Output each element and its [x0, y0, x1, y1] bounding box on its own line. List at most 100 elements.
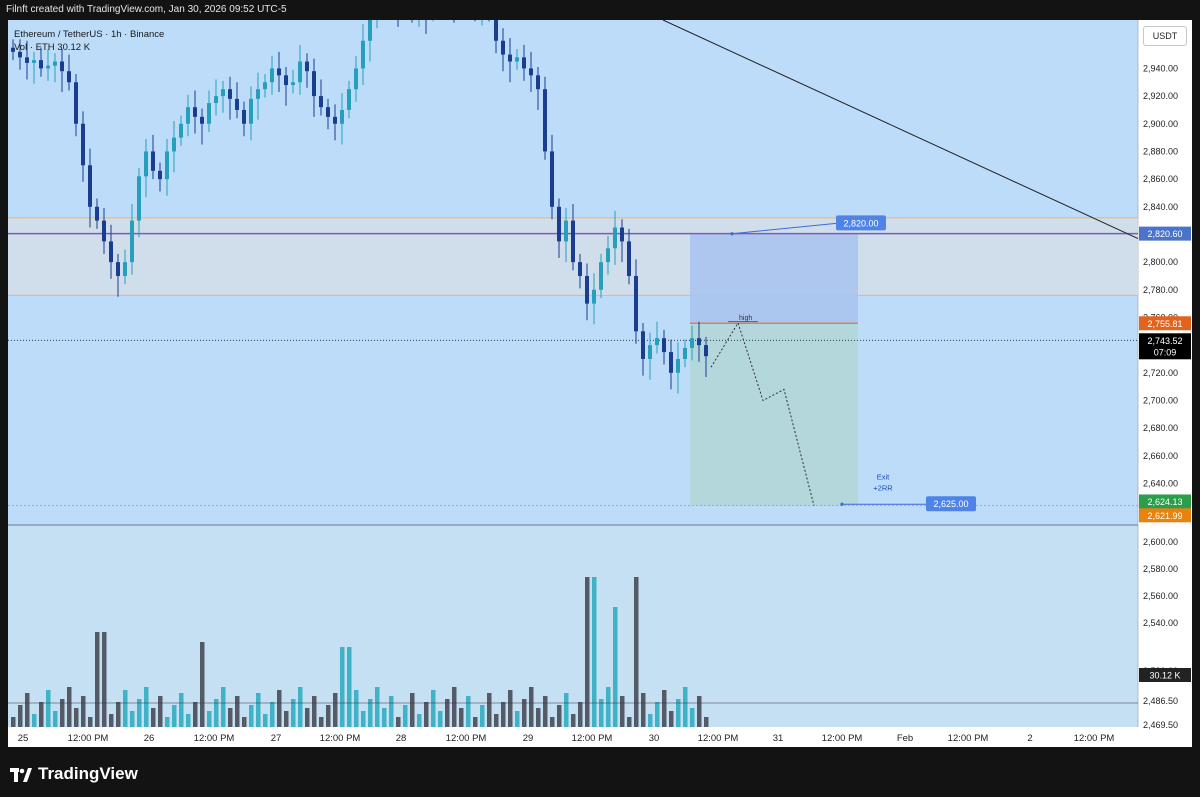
candle-body	[263, 82, 267, 90]
volume-bar	[648, 714, 653, 727]
candle-body	[158, 170, 162, 180]
candle-body	[172, 137, 176, 152]
volume-bar	[599, 699, 604, 727]
candle-body	[354, 68, 358, 90]
volume-bar	[109, 714, 114, 727]
candle-body	[620, 227, 624, 242]
rr-label: +2RR	[873, 483, 893, 492]
candle-body	[669, 352, 673, 373]
symbol-line: Ethereum / TetherUS · 1h · Binance	[14, 29, 165, 40]
candle-body	[648, 345, 652, 359]
volume-bar	[270, 702, 275, 727]
volume-bar	[102, 632, 107, 727]
candle-body	[501, 40, 505, 55]
volume-bar	[186, 714, 191, 727]
target-price-label-box	[1139, 494, 1191, 509]
candle-body	[242, 109, 246, 124]
brand-name: TradingView	[38, 764, 138, 783]
y-tick-label: 2,600.00	[1143, 537, 1178, 547]
last-price-box	[1139, 333, 1191, 360]
candle-body	[543, 89, 547, 152]
candle-body	[179, 123, 183, 138]
volume-bar	[340, 647, 345, 727]
candle-body	[515, 57, 519, 62]
candle-body	[32, 60, 36, 63]
volume-bar	[438, 711, 443, 727]
take-profit-zone	[690, 323, 858, 506]
volume-bar	[165, 717, 170, 727]
volume-bar	[620, 696, 625, 727]
volume-bar	[123, 690, 128, 727]
y-tick-label: 2,720.00	[1143, 368, 1178, 378]
candle-body	[186, 107, 190, 124]
volume-bar	[333, 693, 338, 727]
candle-body	[165, 151, 169, 180]
candle-body	[599, 262, 603, 290]
volume-bar	[536, 708, 541, 727]
chart-caption: Filnft created with TradingView.com, Jan…	[6, 4, 287, 15]
volume-bar	[606, 687, 611, 727]
candle-body	[368, 20, 372, 41]
volume-bar	[179, 693, 184, 727]
volume-bar	[305, 708, 310, 727]
volume-bar	[557, 705, 562, 727]
volume-bar	[347, 647, 352, 727]
candle-body	[53, 61, 57, 66]
volume-bar	[676, 699, 681, 727]
target-callout-text: 2,625.00	[933, 499, 968, 509]
volume-bar	[137, 699, 142, 727]
candle-body	[214, 96, 218, 104]
candle-body	[522, 57, 526, 69]
volume-bar	[11, 717, 16, 727]
candle-body	[88, 165, 92, 207]
volume-bar	[431, 690, 436, 727]
volume-bar	[263, 714, 268, 727]
volume-bar	[81, 696, 86, 727]
entry-price-label-box	[1139, 316, 1191, 331]
candle-body	[228, 89, 232, 99]
candle-body	[235, 98, 239, 110]
candle-body	[585, 275, 589, 304]
y-tick-label: 2,900.00	[1143, 119, 1178, 129]
volume-bar	[683, 687, 688, 727]
volume-bar	[494, 714, 499, 727]
candle-body	[529, 68, 533, 76]
volume-bar	[284, 711, 289, 727]
candle-body	[74, 82, 78, 124]
volume-bar	[172, 705, 177, 727]
candle-body	[634, 275, 638, 332]
candle-body	[333, 116, 337, 124]
candle-body	[550, 151, 554, 207]
volume-bar	[319, 717, 324, 727]
y-tick-label: 2,540.00	[1143, 618, 1178, 628]
y-tick-label: 2,920.00	[1143, 91, 1178, 101]
candle-body	[347, 89, 351, 110]
volume-bar	[242, 717, 247, 727]
volume-bar	[515, 711, 520, 727]
high-label: high	[739, 315, 752, 322]
candle-body	[298, 61, 302, 83]
volume-bar	[466, 696, 471, 727]
target-callout-dot	[840, 502, 844, 506]
volume-bar	[487, 693, 492, 727]
currency-button[interactable]: USDT	[1143, 26, 1187, 46]
y-tick-label: 2,940.00	[1143, 63, 1178, 73]
volume-bar	[522, 699, 527, 727]
x-tick-label: 12:00 PM	[446, 733, 487, 744]
y-tick-label: 2,840.00	[1143, 202, 1178, 212]
volume-bar	[200, 642, 205, 727]
candle-body	[361, 40, 365, 69]
volume-bar	[130, 711, 135, 727]
candle-body	[137, 176, 141, 221]
volume-bar	[74, 708, 79, 727]
x-tick-label: 2	[1027, 733, 1032, 744]
volume-bar	[193, 702, 198, 727]
x-tick-label: 12:00 PM	[822, 733, 863, 744]
candle-body	[277, 68, 281, 76]
volume-bar	[459, 708, 464, 727]
candle-body	[270, 68, 274, 83]
stop-callout-text: 2,820.00	[843, 218, 878, 228]
candle-body	[578, 262, 582, 276]
